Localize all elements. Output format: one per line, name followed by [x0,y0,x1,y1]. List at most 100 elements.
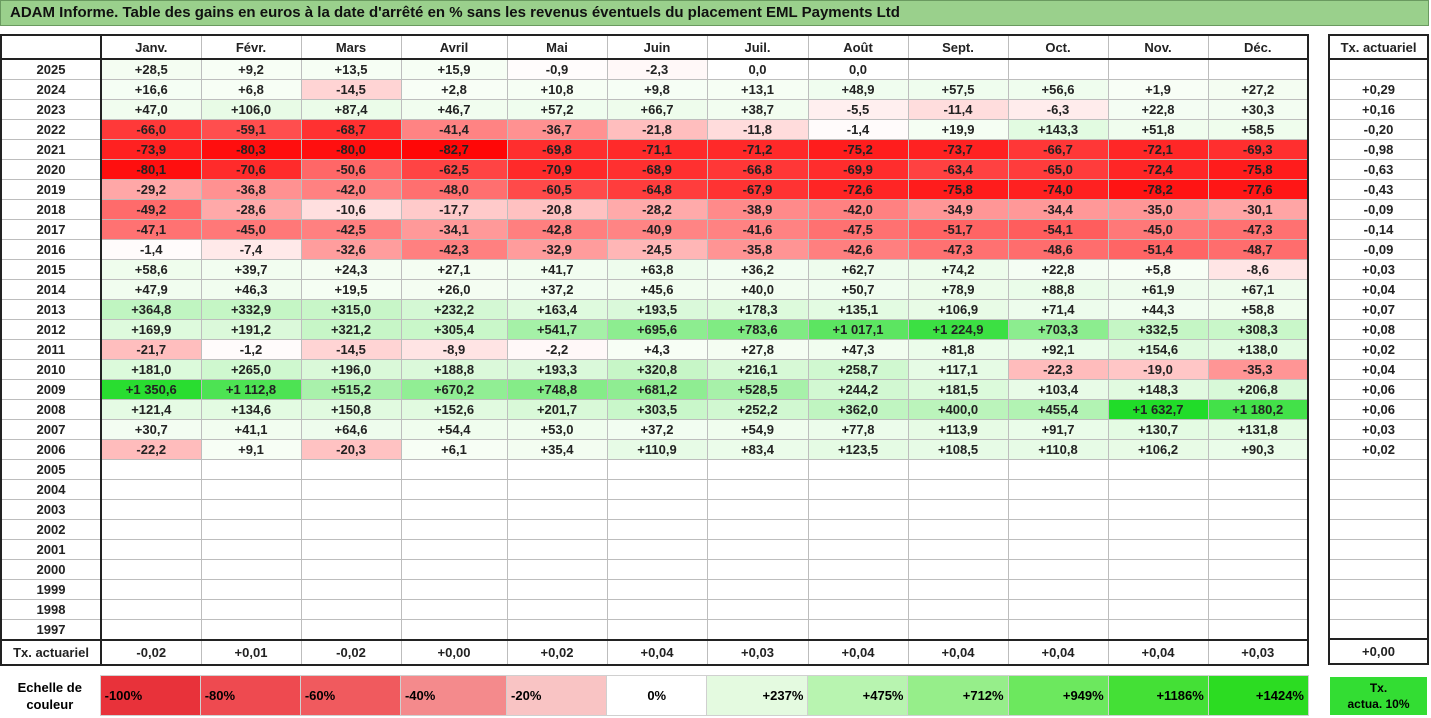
tx-monthly-cell: +0,02 [506,639,608,666]
gain-cell: +46,7 [400,99,508,120]
gain-cell: +9,2 [200,58,302,80]
gain-cell: -51,7 [907,219,1009,240]
gain-cell: +87,4 [300,99,402,120]
tx-monthly-cell: +0,03 [1207,639,1309,666]
gain-cell: -47,3 [1207,219,1309,240]
gain-cell: +81,8 [907,339,1009,360]
scale-swatch: +712% [907,675,1009,716]
gain-cell: +35,4 [506,439,608,460]
table-row: 1999 [0,579,1309,600]
gain-cell: +40,0 [706,279,809,300]
gain-cell: -75,8 [907,179,1009,200]
gain-cell [606,559,708,580]
gain-cell: +695,6 [606,319,708,340]
gain-cell: +216,1 [706,359,809,380]
gain-cell: -42,5 [300,219,402,240]
year-label: 1997 [0,619,102,641]
gain-cell: +67,1 [1207,279,1309,300]
gain-cell: +53,0 [506,419,608,440]
month-header-4: Mai [506,34,608,60]
gain-cell: 0,0 [706,58,809,80]
gain-cell: +305,4 [400,319,508,340]
gain-cell [1107,619,1209,641]
month-header-9: Oct. [1007,34,1109,60]
scale-swatch: -100% [99,675,201,716]
table-row: 2001 [0,539,1309,560]
gain-cell [1207,619,1309,641]
gain-cell: -69,3 [1207,139,1309,160]
gain-cell [1207,58,1309,80]
gain-cell [706,539,809,560]
year-label: 1998 [0,599,102,620]
gain-cell [807,579,909,600]
gain-cell [1207,519,1309,540]
tx-cell: +0,04 [1328,278,1429,300]
table-row: 2017 -47,1 -45,0 -42,5 -34,1 -42,8 -40,9 -41,6-… [0,219,1309,240]
gain-cell: +252,2 [706,399,809,420]
year-label: 2003 [0,499,102,520]
gain-cell [706,599,809,620]
gain-cell [506,499,608,520]
gain-cell [1107,58,1209,80]
gain-cell [807,459,909,480]
gain-cell: +135,1 [807,299,909,320]
gain-cell: -24,5 [606,239,708,260]
gain-cell: -72,4 [1107,159,1209,180]
gain-cell [807,539,909,560]
gain-cell: +90,3 [1207,439,1309,460]
gain-cell [506,619,608,641]
gain-cell: +117,1 [907,359,1009,380]
gain-cell: +27,8 [706,339,809,360]
gain-cell: -71,2 [706,139,809,160]
gain-cell: -66,8 [706,159,809,180]
table-row: 2013 +364,8 +332,9 +315,0 +232,2 +163,4 +193,5… [0,299,1309,320]
gain-cell [1207,499,1309,520]
gain-cell: +1 180,2 [1207,399,1309,420]
gain-cell: -54,1 [1007,219,1109,240]
gain-cell [907,499,1009,520]
gain-cell: -47,1 [100,219,202,240]
gain-cell: +201,7 [506,399,608,420]
gain-cell: +528,5 [706,379,809,400]
scale-swatch: -40% [399,675,508,716]
gain-cell: -42,0 [300,179,402,200]
gain-cell: +1 017,1 [807,319,909,340]
gain-cell: +19,9 [907,119,1009,140]
year-label: 2002 [0,519,102,540]
scale-swatch: +475% [807,675,909,716]
table-row: 2011 -21,7 -1,2 -14,5 -8,9 -2,2 +4,3 +27,8 +47,3… [0,339,1309,360]
gain-cell: -41,4 [400,119,508,140]
scale-tx-swatch: Tx. actua. 10% [1330,677,1427,715]
gain-cell [907,579,1009,600]
gain-cell: +1,9 [1107,79,1209,100]
gain-cell: -73,7 [907,139,1009,160]
scale-swatch: +237% [706,675,809,716]
gain-cell [706,459,809,480]
gain-cell: -36,8 [200,179,302,200]
gain-cell: +5,8 [1107,259,1209,280]
gain-cell: +2,8 [400,79,508,100]
gain-cell: -30,1 [1207,199,1309,220]
gain-cell [1207,599,1309,620]
gain-cell [907,599,1009,620]
month-header-8: Sept. [907,34,1009,60]
year-label: 1999 [0,579,102,600]
gain-cell: +515,2 [300,379,402,400]
gain-cell: -80,3 [200,139,302,160]
gain-cell: +27,1 [400,259,508,280]
gain-cell: -50,6 [300,159,402,180]
gain-cell [506,559,608,580]
tx-monthly-cell: +0,04 [606,639,708,666]
tx-cell [1328,58,1429,80]
gain-cell: -71,1 [606,139,708,160]
table-row: 2025 +28,5 +9,2 +13,5 +15,9 -0,9 -2,3 0,0 0,0 [0,58,1309,80]
year-label: 2000 [0,559,102,580]
gain-cell: +47,0 [100,99,202,120]
month-header-6: Juil. [706,34,809,60]
scale-label: Echelle de couleur [17,679,82,712]
tx-monthly-cell: +0,04 [807,639,909,666]
gain-cell: +91,7 [1007,419,1109,440]
gain-cell: +78,9 [907,279,1009,300]
gain-cell: +28,5 [100,58,202,80]
gain-cell: +315,0 [300,299,402,320]
